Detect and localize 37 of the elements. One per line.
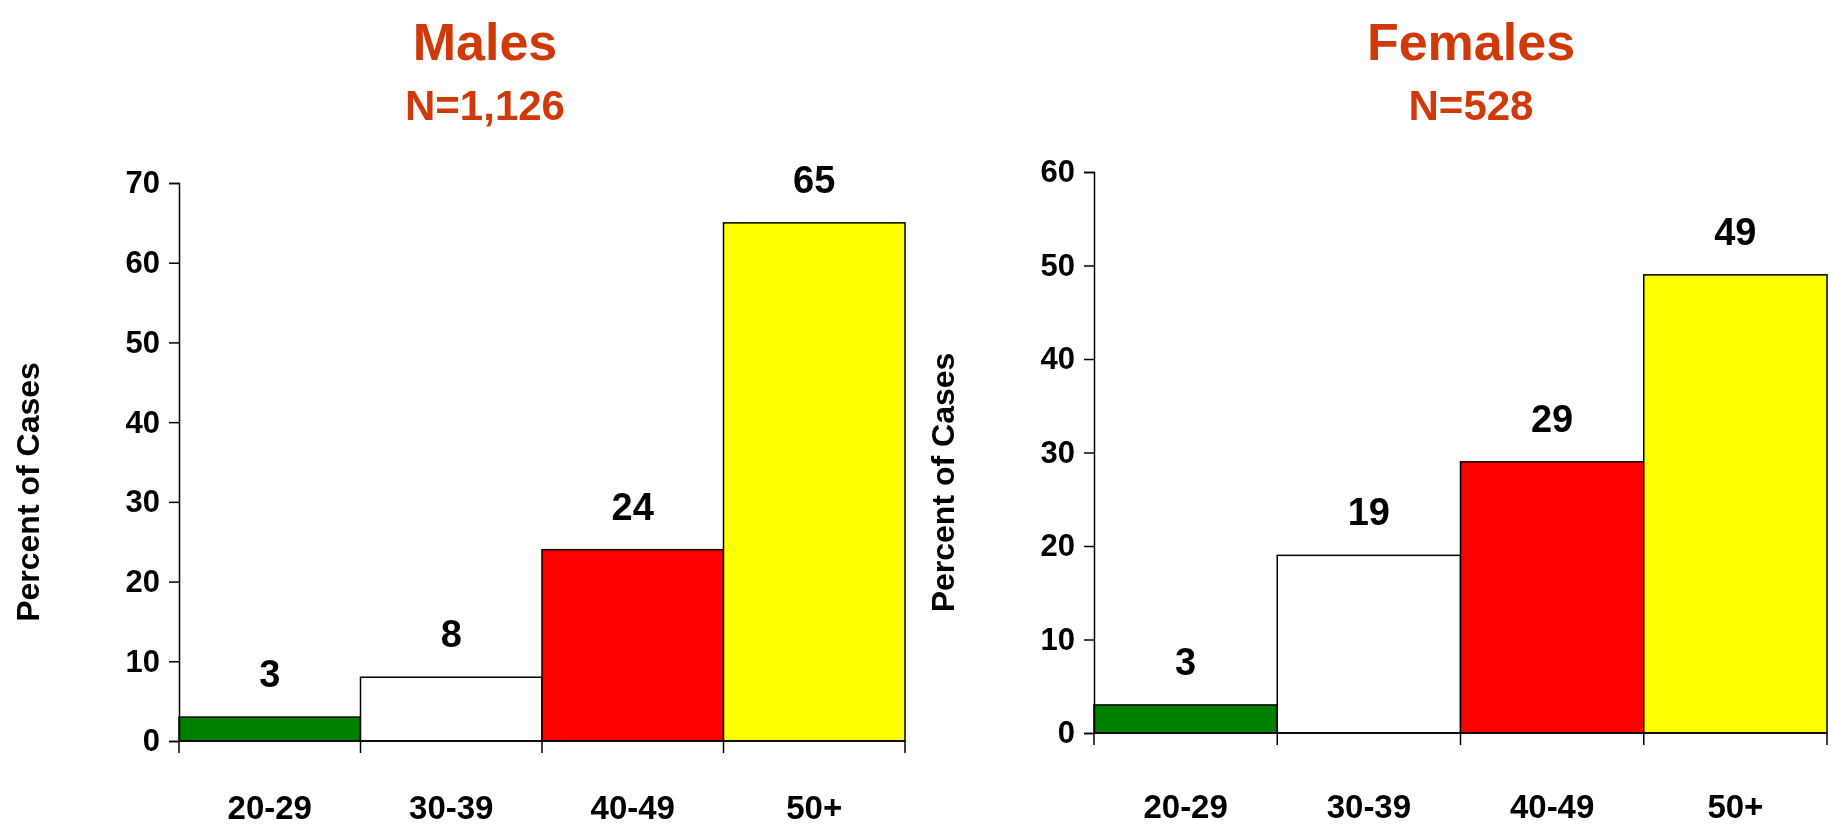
y-tick-label: 0: [1057, 715, 1075, 751]
y-axis-title: Percent of Cases: [925, 352, 961, 613]
x-tick-label: 50+: [786, 789, 843, 826]
x-tick-label: 40-49: [590, 789, 675, 826]
data-label: 19: [1347, 491, 1391, 534]
data-label: 3: [1175, 640, 1197, 683]
y-axis-title: Percent of Cases: [10, 362, 46, 622]
data-label: 24: [611, 485, 654, 528]
x-tick-label: 30-39: [1326, 788, 1412, 825]
chart-title: Females: [1366, 13, 1576, 71]
y-tick-label: 20: [1040, 528, 1075, 564]
chart-subtitle: N=1,126: [405, 82, 565, 129]
x-tick-label: 50+: [1707, 788, 1764, 825]
data-label: 65: [793, 158, 836, 201]
y-tick-label: 10: [1040, 621, 1075, 657]
x-tick-label: 40-49: [1509, 788, 1595, 825]
y-tick-label: 40: [125, 404, 160, 440]
y-tick-label: 30: [125, 484, 160, 520]
data-label: 49: [1714, 210, 1757, 253]
y-tick-label: 60: [125, 245, 160, 281]
y-tick-label: 10: [125, 643, 160, 679]
data-label: 8: [440, 613, 462, 656]
x-tick-label: 20-29: [227, 789, 312, 826]
y-tick-label: 70: [125, 165, 160, 201]
y-tick-label: 40: [1040, 341, 1075, 377]
chart-subtitle: N=528: [1408, 82, 1534, 129]
y-tick-label: 20: [125, 563, 160, 599]
x-tick-label: 30-39: [409, 789, 494, 826]
data-label: 3: [259, 653, 281, 696]
y-tick-label: 30: [1040, 434, 1075, 470]
y-tick-label: 50: [125, 324, 160, 360]
data-label: 29: [1530, 397, 1574, 440]
chart-title: Males: [412, 13, 558, 71]
x-tick-label: 20-29: [1143, 788, 1228, 825]
y-tick-label: 50: [1040, 247, 1075, 283]
y-tick-label: 0: [142, 723, 160, 759]
y-tick-label: 60: [1040, 154, 1075, 190]
